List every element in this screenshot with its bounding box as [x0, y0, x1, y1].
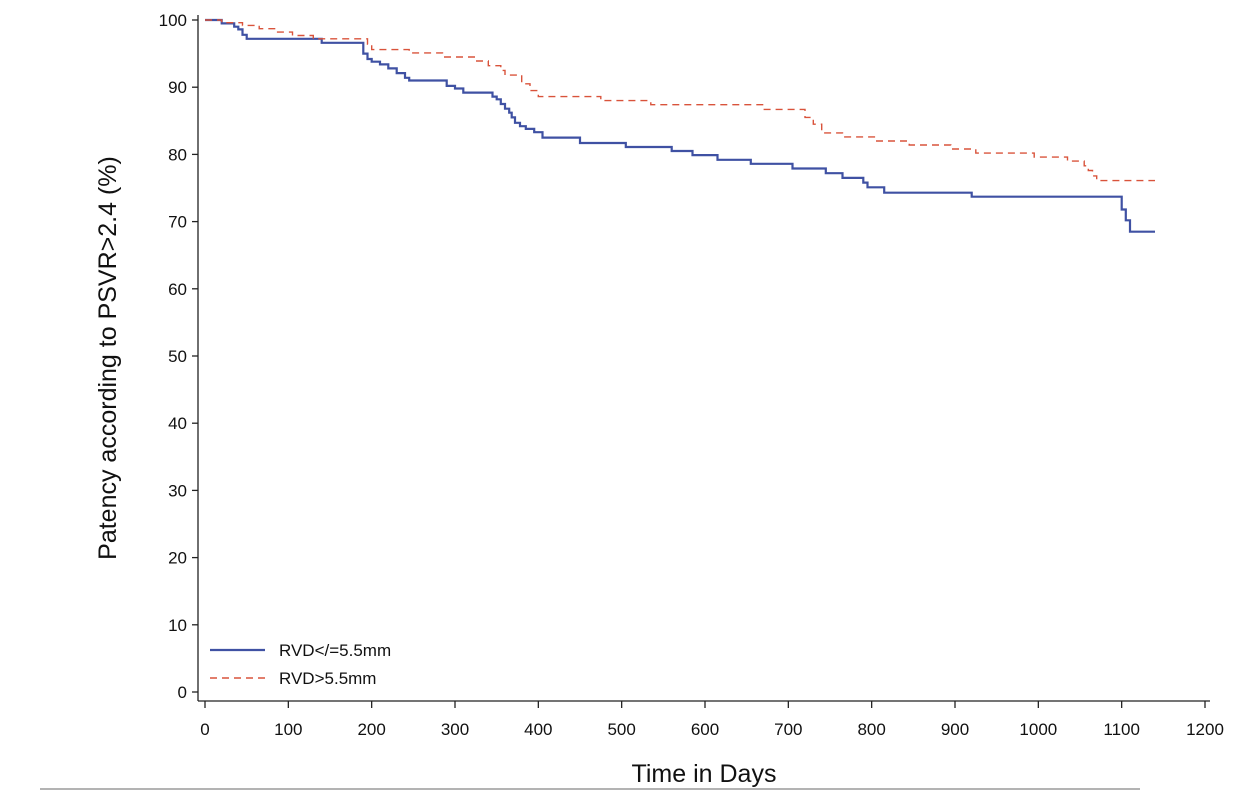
legend-label-0: RVD</=5.5mm — [279, 641, 391, 660]
x-axis-title: Time in Days — [632, 760, 777, 788]
legend-label-1: RVD>5.5mm — [279, 669, 376, 688]
y-axis-title: Patency according to PSVR>2.4 (%) — [94, 156, 122, 560]
series-layer — [205, 18, 1155, 233]
axes: 0 10 20 30 40 50 60 70 80 90 100 0 100 200 300 400 500 6… — [159, 11, 1224, 739]
x-tick-label: 900 — [941, 720, 969, 739]
x-tick-label: 300 — [441, 720, 469, 739]
x-tick-label: 500 — [607, 720, 635, 739]
y-tick-label: 60 — [168, 280, 187, 299]
y-tick-label: 50 — [168, 347, 187, 366]
x-tick-label: 200 — [357, 720, 385, 739]
x-ticks: 0 100 200 300 400 500 600 700 800 900 1000 1100 1200 — [200, 701, 1224, 739]
legend: RVD</=5.5mm RVD>5.5mm — [210, 641, 391, 688]
series-line-1 — [205, 19, 1155, 182]
y-tick-label: 0 — [178, 683, 187, 702]
x-tick-label: 400 — [524, 720, 552, 739]
x-tick-label: 100 — [274, 720, 302, 739]
x-tick-label: 1100 — [1103, 720, 1140, 739]
y-tick-label: 10 — [168, 616, 187, 635]
y-tick-label: 30 — [168, 481, 187, 500]
x-tick-label: 0 — [200, 720, 209, 739]
y-tick-label: 100 — [159, 11, 187, 30]
series-line-0 — [205, 18, 1155, 233]
y-tick-label: 80 — [168, 145, 187, 164]
y-tick-label: 70 — [168, 213, 187, 232]
y-tick-label: 20 — [168, 549, 187, 568]
x-tick-label: 700 — [774, 720, 802, 739]
y-tick-label: 40 — [168, 414, 187, 433]
y-tick-label: 90 — [168, 78, 187, 97]
y-ticks: 0 10 20 30 40 50 60 70 80 90 100 — [159, 11, 198, 702]
x-tick-label: 1200 — [1186, 720, 1224, 739]
x-tick-label: 1000 — [1019, 720, 1057, 739]
x-tick-label: 800 — [857, 720, 885, 739]
x-tick-label: 600 — [691, 720, 719, 739]
